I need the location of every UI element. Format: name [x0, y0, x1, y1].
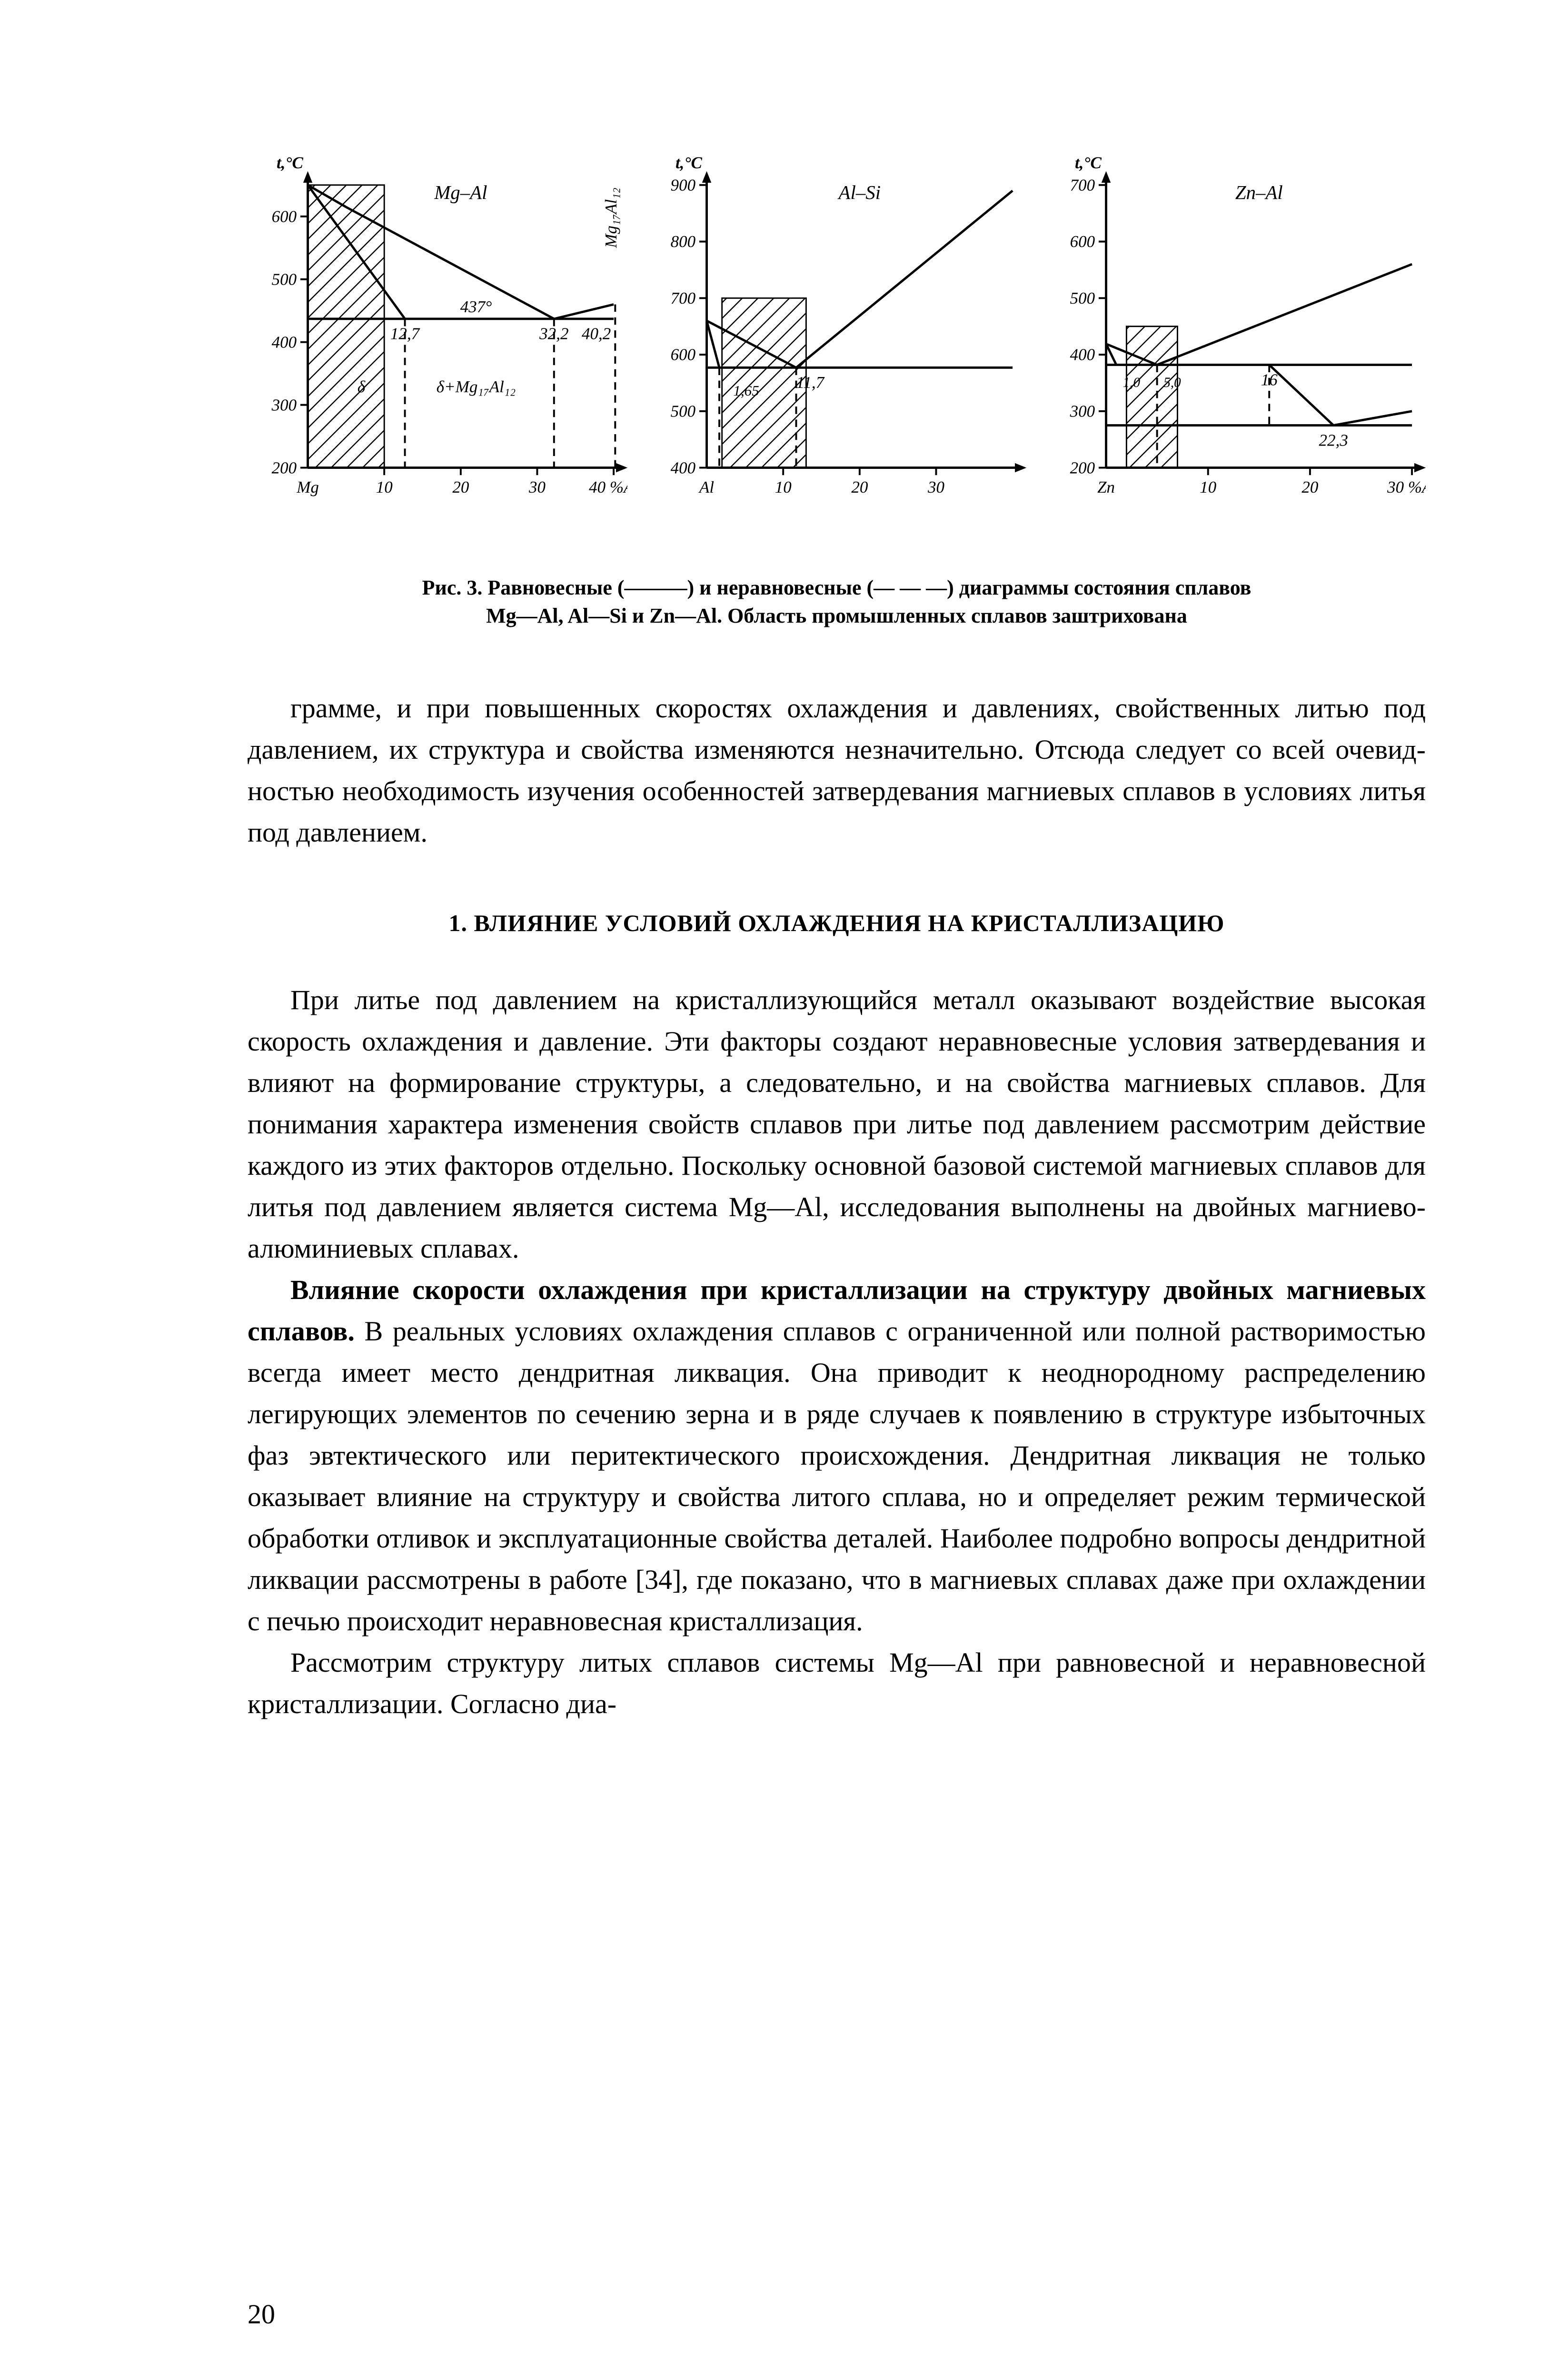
- svg-text:10: 10: [775, 478, 792, 496]
- svg-text:30: 30: [927, 478, 945, 496]
- svg-text:300: 300: [1069, 402, 1095, 421]
- svg-text:500: 500: [1070, 289, 1095, 307]
- svg-text:10: 10: [376, 478, 393, 496]
- paragraph-1: грамме, и при повышенных скоростях охлаж…: [248, 687, 1426, 853]
- svg-text:Al–Si: Al–Si: [837, 182, 881, 203]
- svg-text:600: 600: [1070, 232, 1095, 251]
- svg-text:20: 20: [1301, 478, 1319, 496]
- paragraph-3: Влияние скорости охлаждения при кристалл…: [248, 1269, 1426, 1642]
- svg-text:11,7: 11,7: [796, 373, 825, 392]
- svg-text:500: 500: [272, 270, 297, 288]
- svg-text:10: 10: [1200, 478, 1217, 496]
- chart-zn-al: 200 300 400 500 600 700 t,°C 10 20 30 %Al Zn Zn–Al 1…: [1046, 152, 1426, 526]
- paragraph-3-rest: В реальных условиях охлаж­дения сплавов …: [248, 1316, 1426, 1636]
- svg-text:δ+Mg₁₇Al₁₂: δ+Mg₁₇Al₁₂: [437, 377, 516, 396]
- svg-text:600: 600: [272, 207, 297, 226]
- svg-text:22,3: 22,3: [1319, 431, 1348, 449]
- caption-line2: Mg—Al, Al—Si и Zn—Al. Область промышленн…: [486, 604, 1187, 627]
- svg-text:30: 30: [528, 478, 546, 496]
- svg-text:40,2: 40,2: [582, 325, 611, 343]
- svg-text:1,65: 1,65: [734, 382, 760, 399]
- svg-text:δ: δ: [357, 377, 366, 396]
- page-number: 20: [248, 2298, 275, 2330]
- svg-text:200: 200: [1070, 458, 1095, 477]
- svg-text:t,°C: t,°C: [675, 154, 702, 172]
- svg-text:Zn–Al: Zn–Al: [1235, 182, 1283, 203]
- svg-text:400: 400: [671, 458, 696, 477]
- svg-text:700: 700: [1070, 176, 1095, 194]
- paragraph-4: Рассмотрим структуру литых сплавов систе…: [248, 1642, 1426, 1725]
- body-text: грамме, и при повышенных скоростях охлаж…: [248, 687, 1426, 1725]
- svg-text:Mg₁₇Al₁₂: Mg₁₇Al₁₂: [602, 188, 620, 248]
- svg-text:5,0: 5,0: [1163, 375, 1181, 390]
- chart-mg-al: 200 300 400 500 600 t,°C 10 20 30 40 %Al Mg Mg–Al 12…: [248, 152, 627, 526]
- svg-text:400: 400: [1070, 346, 1095, 364]
- svg-text:437°: 437°: [460, 298, 492, 316]
- svg-text:30 %Al: 30 %Al: [1387, 478, 1426, 496]
- charts-row: 200 300 400 500 600 t,°C 10 20 30 40 %Al Mg Mg–Al 12…: [248, 152, 1426, 526]
- svg-text:Mg: Mg: [296, 478, 319, 496]
- svg-text:800: 800: [671, 232, 696, 251]
- svg-text:Zn: Zn: [1097, 478, 1115, 496]
- svg-text:200: 200: [272, 458, 297, 477]
- svg-text:1,0: 1,0: [1122, 375, 1140, 390]
- svg-text:Al: Al: [698, 478, 714, 496]
- svg-text:t,°C: t,°C: [1075, 154, 1102, 172]
- svg-text:20: 20: [852, 478, 869, 496]
- chart-al-si: 400 500 600 700 800 900 t,°C 10 20 30 Al Al–Si 1,65 1…: [646, 152, 1026, 526]
- svg-text:t,°C: t,°C: [277, 154, 303, 172]
- svg-text:500: 500: [671, 402, 696, 421]
- caption-line1: Рис. 3. Равновесные (———) и неравновесны…: [422, 576, 1251, 599]
- svg-text:300: 300: [271, 396, 297, 414]
- svg-text:16: 16: [1261, 370, 1278, 389]
- svg-text:40 %Al: 40 %Al: [589, 478, 627, 496]
- svg-text:32,2: 32,2: [539, 325, 568, 343]
- figure-caption: Рис. 3. Равновесные (———) и неравновесны…: [313, 574, 1360, 630]
- paragraph-2: При литье под давлением на кристаллизующ…: [248, 979, 1426, 1269]
- section-heading: 1. ВЛИЯНИЕ УСЛОВИЙ ОХЛАЖДЕНИЯ НА КРИСТАЛ…: [248, 905, 1426, 941]
- svg-text:20: 20: [452, 478, 469, 496]
- svg-text:700: 700: [671, 289, 696, 307]
- svg-text:Mg–Al: Mg–Al: [434, 182, 487, 203]
- svg-text:900: 900: [671, 176, 696, 194]
- svg-text:12,7: 12,7: [390, 325, 420, 343]
- svg-text:400: 400: [272, 333, 297, 351]
- svg-text:600: 600: [671, 346, 696, 364]
